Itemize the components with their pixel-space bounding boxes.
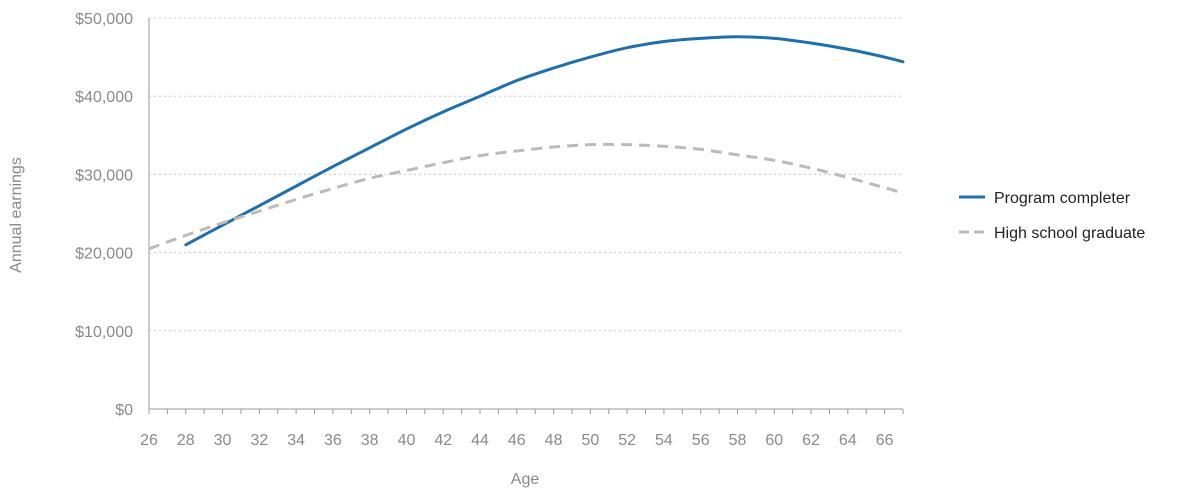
x-tick-label: 56	[692, 432, 710, 449]
y-tick-label: $30,000	[75, 167, 133, 184]
x-tick-label: 38	[361, 432, 379, 449]
x-tick-label: 32	[250, 432, 268, 449]
x-tick-label: 30	[214, 432, 232, 449]
x-tick-label: 50	[581, 432, 599, 449]
x-tick-label: 42	[434, 432, 452, 449]
y-tick-label: $50,000	[75, 11, 133, 28]
y-tick-label: $20,000	[75, 246, 133, 263]
series-line-1	[148, 142, 904, 251]
x-tick-label: 26	[140, 432, 158, 449]
x-tick-label: 34	[287, 432, 305, 449]
series-lines	[148, 35, 905, 251]
legend-label: High school graduate	[994, 225, 1145, 242]
x-tick-label: 54	[655, 432, 673, 449]
y-axis-ticks: $0 $10,000 $20,000 $30,000 $40,000 $50,000	[75, 11, 133, 419]
y-tick-label: $40,000	[75, 89, 133, 106]
series-line-0	[184, 35, 905, 247]
x-tick-label: 36	[324, 432, 342, 449]
x-tick-label: 48	[545, 432, 563, 449]
legend-label: Program completer	[994, 190, 1131, 207]
legend: Program completer High school graduate	[959, 190, 1145, 242]
y-axis-label: Annual earnings	[8, 157, 25, 273]
gridlines	[149, 17, 903, 332]
x-tick-label: 44	[471, 432, 489, 449]
x-tick-label: 52	[618, 432, 636, 449]
x-tick-label: 46	[508, 432, 526, 449]
x-tick-label: 66	[876, 432, 894, 449]
x-tick-label: 62	[802, 432, 820, 449]
x-tick-label: 64	[839, 432, 857, 449]
x-tick-label: 28	[177, 432, 195, 449]
x-tick-label: 40	[398, 432, 416, 449]
x-tick-label: 60	[765, 432, 783, 449]
x-axis-label: Age	[511, 471, 540, 488]
y-tick-label: $0	[115, 402, 133, 419]
x-axis-ticks: 26 28 30 32 34 36 38 40 42 44 46 48 50 52 54 56 58 60 62 64…	[140, 409, 904, 449]
y-tick-label: $10,000	[75, 324, 133, 341]
x-tick-label: 58	[729, 432, 747, 449]
axes	[148, 18, 903, 410]
